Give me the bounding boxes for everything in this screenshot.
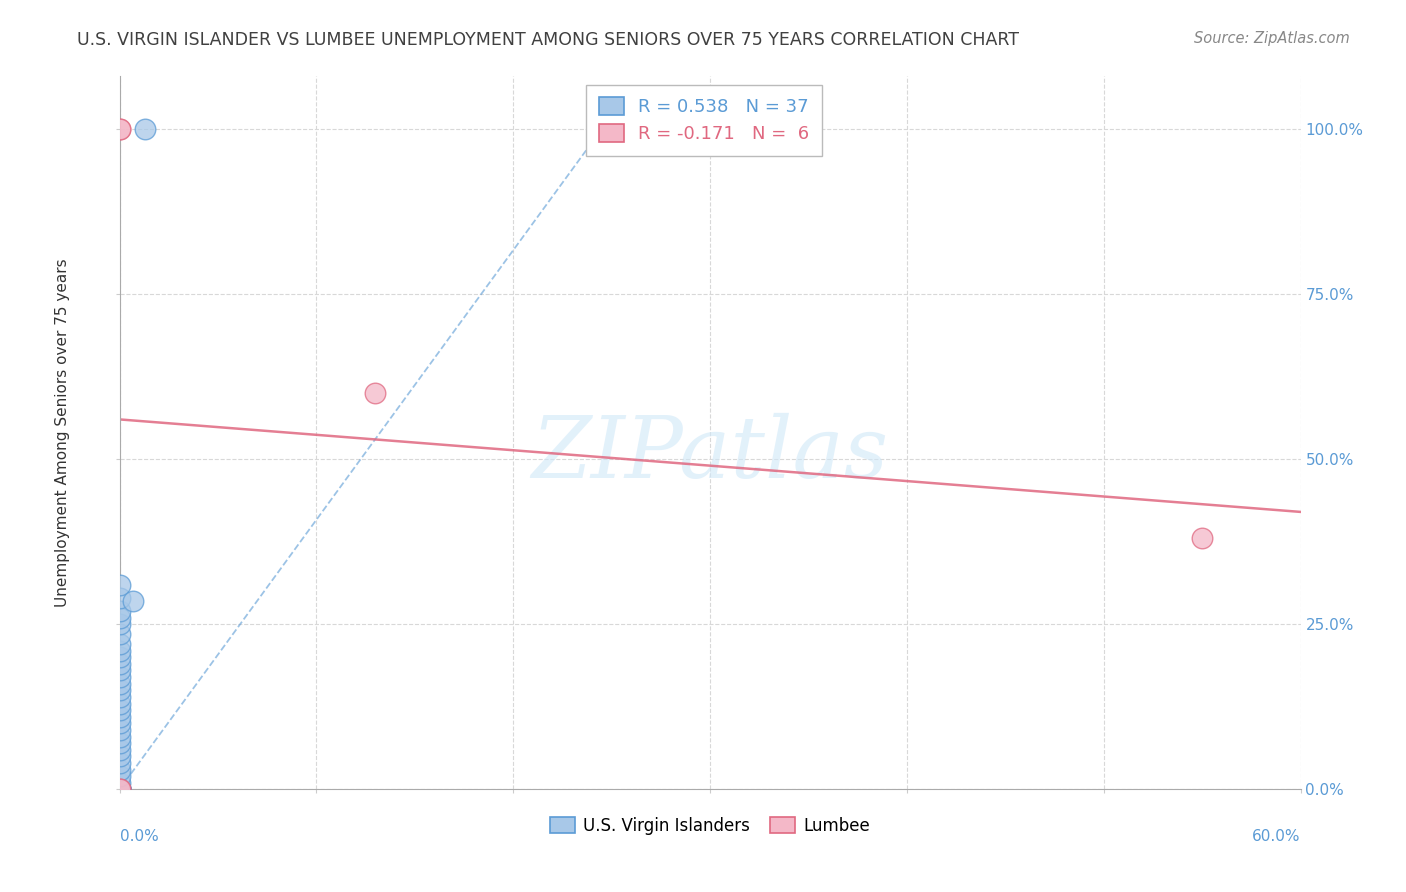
Point — [108, 723, 131, 737]
Point — [108, 627, 131, 641]
Point — [108, 604, 131, 618]
Text: Unemployment Among Seniors over 75 years: Unemployment Among Seniors over 75 years — [55, 259, 70, 607]
Text: ZIPatlas: ZIPatlas — [531, 413, 889, 495]
Point — [108, 730, 131, 744]
Text: U.S. VIRGIN ISLANDER VS LUMBEE UNEMPLOYMENT AMONG SENIORS OVER 75 YEARS CORRELAT: U.S. VIRGIN ISLANDER VS LUMBEE UNEMPLOYM… — [77, 31, 1019, 49]
Point — [108, 782, 131, 797]
Point — [108, 763, 131, 777]
Point — [108, 664, 131, 678]
Point — [108, 782, 131, 797]
Point — [108, 121, 131, 136]
Point — [108, 650, 131, 665]
Point — [108, 756, 131, 770]
Point — [108, 736, 131, 750]
Point — [108, 749, 131, 764]
Point — [108, 716, 131, 731]
Point — [108, 769, 131, 783]
Point — [108, 743, 131, 757]
Point — [108, 782, 131, 797]
Point — [134, 121, 156, 136]
Point — [108, 670, 131, 684]
Point — [108, 643, 131, 657]
Point — [108, 121, 131, 136]
Point — [108, 657, 131, 671]
Point — [108, 697, 131, 711]
Legend: U.S. Virgin Islanders, Lumbee: U.S. Virgin Islanders, Lumbee — [543, 811, 877, 842]
Point — [108, 782, 131, 797]
Point — [108, 617, 131, 632]
Point — [108, 690, 131, 704]
Point — [108, 610, 131, 624]
Text: 60.0%: 60.0% — [1253, 829, 1301, 844]
Point — [108, 776, 131, 790]
Point — [364, 386, 387, 401]
Point — [108, 703, 131, 717]
Point — [108, 683, 131, 698]
Point — [122, 594, 145, 608]
Point — [1191, 532, 1213, 546]
Point — [108, 782, 131, 797]
Text: 0.0%: 0.0% — [120, 829, 159, 844]
Point — [108, 577, 131, 591]
Point — [108, 676, 131, 690]
Point — [108, 782, 131, 797]
Point — [108, 782, 131, 797]
Point — [108, 591, 131, 605]
Text: Source: ZipAtlas.com: Source: ZipAtlas.com — [1194, 31, 1350, 46]
Point — [108, 710, 131, 724]
Point — [108, 782, 131, 797]
Point — [108, 782, 131, 797]
Point — [108, 637, 131, 651]
